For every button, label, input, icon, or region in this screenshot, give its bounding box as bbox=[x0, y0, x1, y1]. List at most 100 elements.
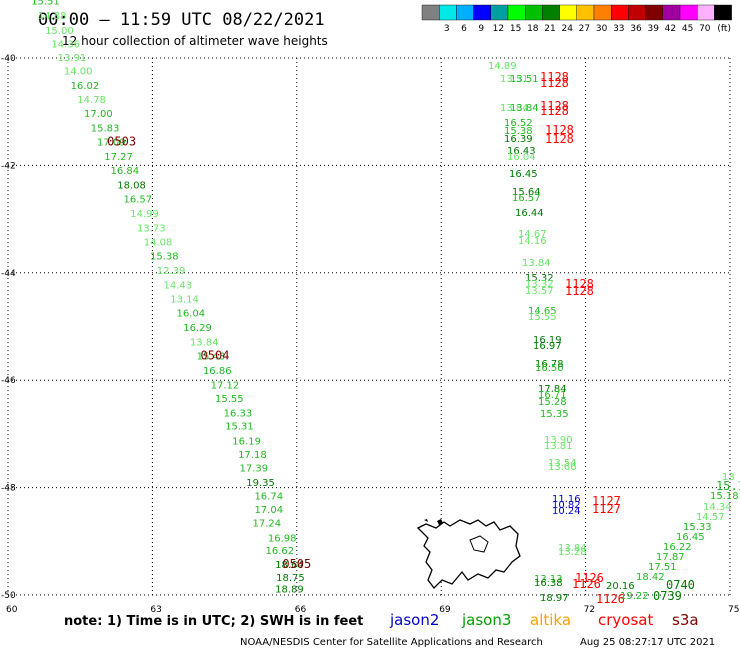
legend-swatch bbox=[662, 4, 681, 21]
pass-time-label: 1128 bbox=[565, 284, 594, 298]
satellite-name-jason2: jason2 bbox=[389, 611, 439, 629]
footer: note: 1) Time is in UTC; 2) SWH is in fe… bbox=[64, 611, 715, 648]
swh-value-label: 18.75 bbox=[276, 573, 305, 584]
swh-value-label: 11.16 bbox=[552, 494, 581, 505]
pass-time-label: 0505 bbox=[282, 557, 311, 571]
legend-label: 21 bbox=[544, 24, 555, 34]
swh-value-label: 19.35 bbox=[246, 478, 275, 489]
swh-value-label: 14.16 bbox=[518, 236, 547, 247]
swh-value-label: 16.44 bbox=[515, 208, 544, 219]
swh-value-label: 16.57 bbox=[124, 194, 153, 205]
swh-value-label: 16.84 bbox=[111, 166, 140, 177]
swh-value-label: 13.84 bbox=[558, 543, 587, 554]
legend-swatch bbox=[697, 4, 715, 21]
swh-value-label: 15.55 bbox=[215, 394, 244, 405]
swh-value-label: 17.84 bbox=[538, 384, 567, 395]
legend-unit: (ft) bbox=[717, 24, 731, 34]
pass-time-label: 1127 bbox=[592, 502, 621, 516]
x-tick-label: 75 bbox=[728, 605, 739, 615]
pass-time-label: 1128 bbox=[540, 76, 569, 90]
swh-value-label: 10.82 bbox=[552, 500, 581, 511]
swh-value-label: 13.51 bbox=[510, 74, 539, 85]
legend-swatch bbox=[593, 4, 612, 21]
swh-value-label: 10.24 bbox=[552, 506, 581, 517]
legend-label: 9 bbox=[478, 24, 484, 34]
swh-value-label: 15.18 bbox=[710, 491, 739, 502]
swh-value-label: 13.32 bbox=[525, 279, 554, 290]
swh-value-label: 13.84 bbox=[190, 337, 219, 348]
pass-time-label: 1128 bbox=[540, 104, 569, 118]
swh-value-label: 18.42 bbox=[636, 572, 665, 583]
y-tick-label: -46 bbox=[1, 376, 16, 386]
satellite-name-altika: altika bbox=[530, 611, 571, 629]
legend-label: 18 bbox=[527, 24, 539, 34]
y-tick-label: -44 bbox=[1, 269, 16, 279]
page-subtitle: 12 hour collection of altimeter wave hei… bbox=[62, 34, 328, 48]
legend-label: 3 bbox=[444, 24, 450, 34]
swh-value-label: 12.39 bbox=[157, 266, 186, 277]
swh-value-label: 13.73 bbox=[137, 223, 166, 234]
swh-value-label: 15.83 bbox=[91, 124, 120, 135]
swh-value-label: 16.45 bbox=[676, 532, 705, 543]
legend-swatch bbox=[439, 4, 457, 21]
swh-value-label: 15.38 bbox=[150, 251, 179, 262]
legend-label: 6 bbox=[461, 24, 467, 34]
legend-label: 33 bbox=[613, 24, 624, 34]
swh-value-label: 16.38 bbox=[534, 578, 563, 589]
swh-value-label: 17.04 bbox=[254, 505, 283, 516]
legend-label: 27 bbox=[579, 24, 590, 34]
pass-time-label: 15.1 bbox=[716, 479, 740, 493]
swh-value-label: 17.18 bbox=[238, 450, 267, 461]
swh-value-label: 14.65 bbox=[528, 306, 557, 317]
swh-value-label: 18.64 bbox=[275, 560, 304, 571]
x-tick-label: 60 bbox=[6, 605, 18, 615]
map-grid: 60 63 66 69 72 75 -40 -42 -44 -46 -48 -50 bbox=[1, 54, 739, 615]
swh-value-label: 16.86 bbox=[203, 366, 232, 377]
satellite-name-cryosat: cryosat bbox=[598, 611, 653, 629]
swh-value-label: 14.08 bbox=[144, 237, 173, 248]
swh-value-label: 13.57 bbox=[525, 286, 554, 297]
swh-value-label: 13.51 bbox=[500, 74, 529, 85]
pass-time-label: 0503 bbox=[107, 135, 136, 149]
swh-value-label: 16.98 bbox=[268, 533, 297, 544]
legend-label: 39 bbox=[647, 24, 659, 34]
legend-swatch bbox=[421, 4, 440, 21]
swh-value-label: 16.62 bbox=[266, 546, 295, 557]
satellite-legend: jason2 jason3 altika cryosat s3a bbox=[389, 611, 699, 629]
legend-swatch bbox=[559, 4, 577, 21]
swh-value-label: 18.89 bbox=[275, 584, 304, 595]
legend-swatch bbox=[490, 4, 509, 21]
legend-label: 42 bbox=[665, 24, 676, 34]
swh-value-label: 15.00 bbox=[45, 26, 74, 37]
swh-value-label: 16.45 bbox=[509, 169, 538, 180]
timestamp: Aug 25 08:27:17 UTC 2021 bbox=[580, 637, 715, 648]
pass-time-label: 1128 bbox=[540, 70, 569, 84]
swh-value-label: 13.54 bbox=[548, 458, 577, 469]
swh-value-label: 17.27 bbox=[104, 152, 133, 163]
satellite-name-jason3: jason3 bbox=[461, 611, 511, 629]
swh-value-label: 16.97 bbox=[533, 341, 562, 352]
legend-label: 12 bbox=[493, 24, 504, 34]
swh-value-label: 19.22 bbox=[620, 591, 649, 602]
swh-value-label: 17.12 bbox=[211, 380, 240, 391]
swh-value-label: 14.43 bbox=[163, 280, 192, 291]
swh-value-label: 17.24 bbox=[253, 518, 282, 529]
swh-value-label: 16.74 bbox=[254, 491, 283, 502]
swh-value-label: 17.09 bbox=[97, 138, 126, 149]
legend-label: 15 bbox=[510, 24, 521, 34]
y-tick-label: -40 bbox=[1, 54, 16, 64]
legend-swatch bbox=[576, 4, 595, 21]
swh-value-label: 16.04 bbox=[507, 152, 536, 163]
swh-value-label: 13.13 bbox=[534, 574, 563, 585]
legend-swatch bbox=[473, 4, 492, 21]
swh-value-label: 15.43 bbox=[197, 351, 226, 362]
color-legend: 3 6 9 12 15 18 21 24 27 30 33 36 39 42 45 70 (ft) bbox=[421, 4, 732, 34]
x-tick-label: 69 bbox=[439, 605, 451, 615]
pass-time-label: 0740 bbox=[666, 578, 695, 592]
y-tick-label: -48 bbox=[1, 484, 16, 494]
swh-value-label: 13.66 bbox=[548, 462, 577, 473]
pass-time-label: 0504 bbox=[201, 348, 230, 362]
swh-value-label: 14.99 bbox=[130, 209, 159, 220]
